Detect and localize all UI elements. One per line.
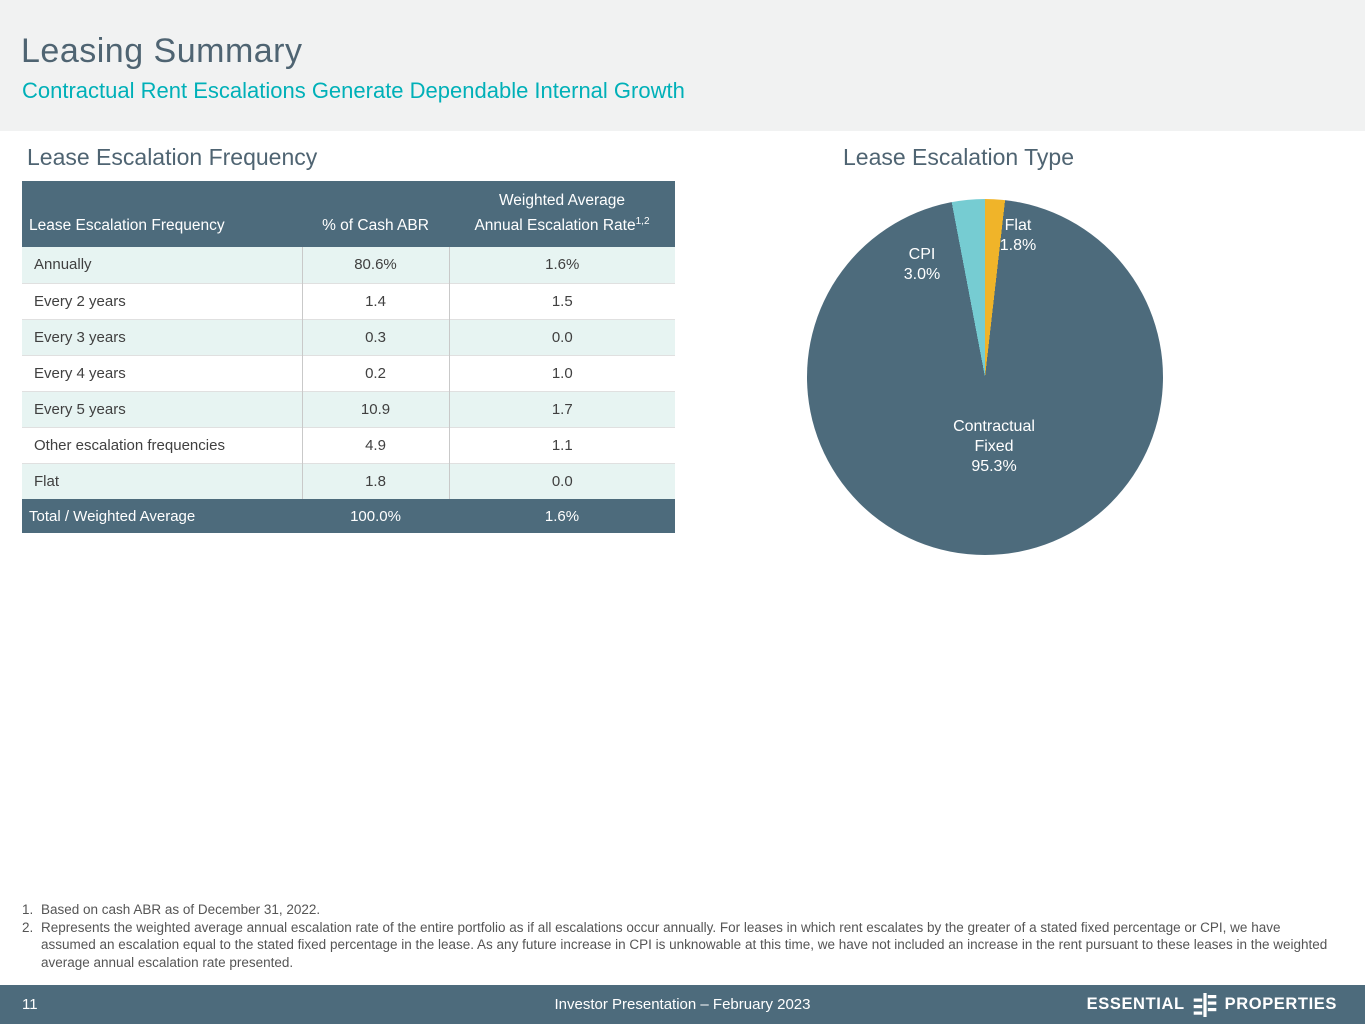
col-header-frequency: Lease Escalation Frequency [22,212,302,248]
page-subtitle: Contractual Rent Escalations Generate De… [22,78,685,103]
footer-bar: 11 Investor Presentation – February 2023… [0,985,1365,1024]
table-row: Annually 80.6% 1.6% [22,247,675,284]
col-header-cash-abr: % of Cash ABR [302,212,449,248]
cell-frequency: Every 5 years [22,390,302,428]
cell-frequency: Other escalation frequencies [22,426,302,464]
col-header-escalation-rate-text: Annual Escalation Rate [474,217,636,235]
pie-label-flat: Flat 1.8% [978,216,1058,256]
pie-label-cpi-value: 3.0% [903,266,941,283]
table-header: Weighted Average Lease Escalation Freque… [22,181,675,248]
cell-abr: 1.4 [301,282,449,320]
table-row: Every 5 years 10.9 1.7 [22,390,675,428]
essential-properties-logo-icon [1193,992,1216,1017]
total-rate: 1.6% [449,499,675,534]
cell-rate: 0.0 [448,462,675,500]
total-label: Total / Weighted Average [22,499,302,534]
cell-abr: 80.6% [301,247,449,284]
cell-abr: 10.9 [301,390,449,428]
cell-rate: 1.1 [448,426,675,464]
footnote-text: Represents the weighted average annual e… [41,919,1328,970]
table-row: Other escalation frequencies 4.9 1.1 [22,426,675,464]
table-row: Every 3 years 0.3 0.0 [22,318,675,356]
pie-label-cpi-name: CPI [908,246,936,263]
cell-frequency: Every 3 years [22,318,302,356]
cell-abr: 4.9 [301,426,449,464]
table-total-row: Total / Weighted Average 100.0% 1.6% [22,499,675,534]
table-row: Every 4 years 0.2 1.0 [22,354,675,392]
footnote-ref: 1,2 [635,216,650,227]
pie-label-flat-name: Flat [1004,217,1032,234]
cell-abr: 0.2 [301,354,449,392]
footnote-number: 2. [22,919,34,935]
logo-text-essential: ESSENTIAL [1086,995,1185,1013]
footer-presentation-title: Investor Presentation – February 2023 [554,996,811,1013]
company-logo: ESSENTIAL PROPERTIES [1087,985,1337,1024]
cell-rate: 1.6% [448,247,675,284]
cell-rate: 1.5 [448,282,675,320]
logo-text-properties: PROPERTIES [1224,995,1337,1013]
footnote-number: 1. [22,902,34,917]
section-title-type: Lease Escalation Type [843,144,1075,170]
pie-label-cpi: CPI 3.0% [882,245,962,285]
table-row: Every 2 years 1.4 1.5 [22,282,675,320]
cell-frequency: Every 2 years [22,282,302,320]
header-spacer [302,181,449,212]
pie-chart-area: Flat 1.8% CPI 3.0% Contractual Fixed 95.… [807,199,1163,555]
top-banner: Leasing Summary Contractual Rent Escalat… [0,0,1365,131]
header-weighted-average: Weighted Average [449,181,675,212]
cell-abr: 0.3 [301,318,449,356]
cell-frequency: Annually [34,256,92,274]
cell-frequency: Every 4 years [22,354,302,392]
pie-label-fixed-name1: Contractual [953,418,1035,435]
cell-frequency: Flat [22,462,302,500]
pie-label-fixed-name2: Fixed [974,438,1014,455]
pie-label-fixed-value: 95.3% [971,458,1017,475]
cell-rate: 0.0 [448,318,675,356]
footnotes: 1. Based on cash ABR as of December 31, … [22,901,1334,971]
cell-rate: 1.7 [448,390,675,428]
page-title: Leasing Summary [21,32,303,70]
table-row: Flat 1.8 0.0 [22,462,675,500]
pie-label-contractual-fixed: Contractual Fixed 95.3% [914,417,1074,477]
total-abr: 100.0% [302,499,449,534]
footnote-2: 2. Represents the weighted average annua… [22,919,1334,972]
pie-label-flat-value: 1.8% [999,237,1037,254]
lease-escalation-table: Weighted Average Lease Escalation Freque… [22,181,675,534]
cell-abr: 1.8 [301,462,449,500]
footnote-text: Based on cash ABR as of December 31, 202… [41,902,321,917]
pie-chart [807,199,1163,555]
section-title-frequency: Lease Escalation Frequency [27,144,318,170]
cell-rate: 1.0 [448,354,675,392]
col-header-escalation-rate: Annual Escalation Rate1,2 [449,212,675,248]
header-spacer [22,181,302,212]
page-number: 11 [22,996,38,1013]
footnote-1: 1. Based on cash ABR as of December 31, … [22,901,1334,919]
